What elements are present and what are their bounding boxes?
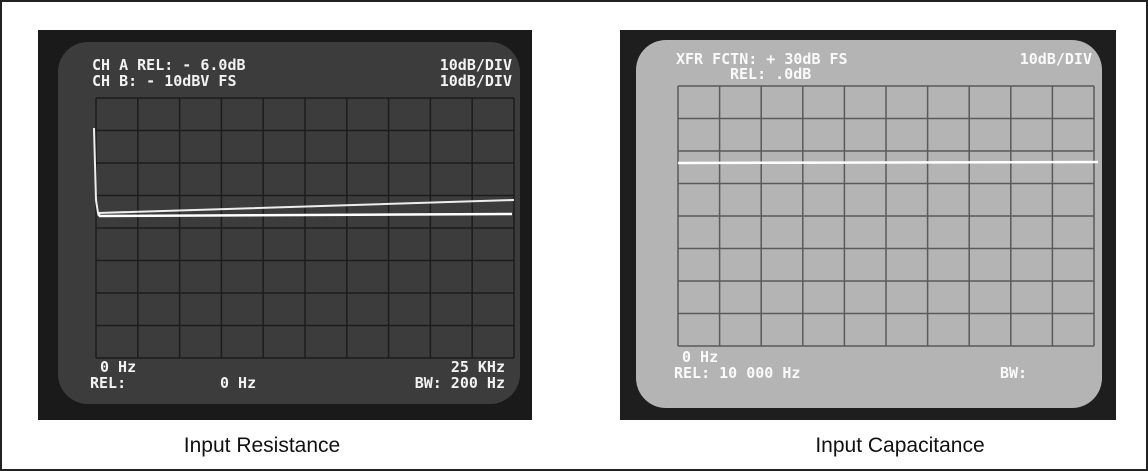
screen-text: XFR FCTN: + 30dB FS	[676, 50, 848, 68]
crt-screen	[58, 42, 520, 404]
screen-text: REL: 10 000 Hz	[674, 364, 800, 382]
graticule	[677, 85, 1095, 347]
screen-text: REL: .0dB	[730, 65, 811, 83]
trace-a	[93, 127, 515, 215]
screen-text: 25 KHz	[451, 358, 505, 376]
screen-text: CH B: - 10dBV FS	[92, 72, 237, 90]
screen-text: CH A REL: - 6.0dB	[92, 56, 246, 74]
screen-text: BW:	[1000, 364, 1027, 382]
screen-text: 0 Hz	[100, 358, 136, 376]
screen-text: 10dB/DIV	[1020, 50, 1092, 68]
crt-screen	[636, 40, 1102, 408]
screen-text: 10dB/DIV	[440, 72, 512, 90]
screen-text: 10dB/DIV	[440, 56, 512, 74]
screen-text: 0 Hz	[682, 348, 718, 366]
trace-b	[97, 212, 513, 218]
screen-text: 0 Hz	[220, 374, 256, 392]
trace	[677, 160, 1099, 165]
caption: Input Capacitance	[815, 434, 984, 457]
screen-text: REL:	[90, 374, 126, 392]
caption: Input Resistance	[184, 434, 340, 457]
graticule	[95, 97, 515, 359]
screen-text: BW: 200 Hz	[415, 374, 505, 392]
